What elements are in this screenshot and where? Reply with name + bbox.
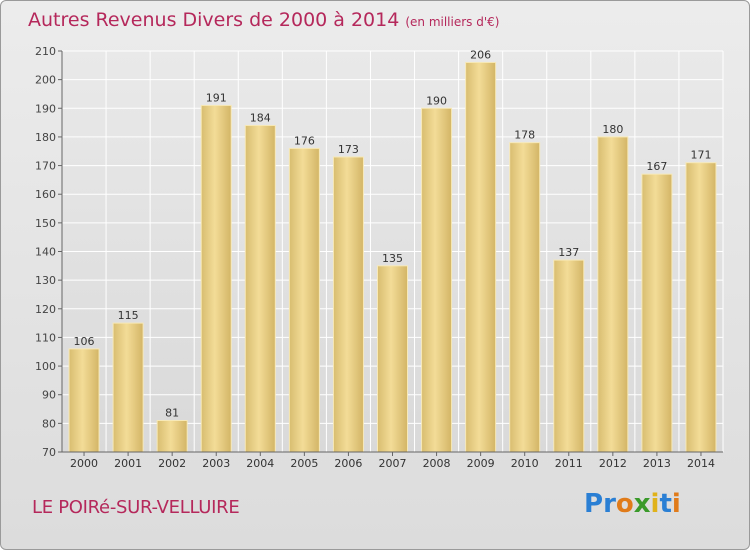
y-tick-label: 120 — [35, 303, 56, 316]
data-label-2008: 190 — [426, 94, 447, 107]
y-tick-label: 160 — [35, 188, 56, 201]
data-label-2007: 135 — [382, 252, 403, 265]
bar-2007 — [377, 265, 408, 453]
x-tick-label-2007: 2007 — [379, 457, 407, 470]
data-label-2014: 171 — [690, 149, 711, 162]
x-tick-label-2008: 2008 — [423, 457, 451, 470]
bar-2014 — [685, 162, 717, 453]
bar-2011 — [553, 259, 585, 453]
bar-2004 — [244, 124, 276, 453]
data-label-2011: 137 — [558, 246, 579, 259]
bar-2000 — [68, 348, 100, 453]
data-label-2000: 106 — [74, 335, 95, 348]
x-tick-label-2006: 2006 — [334, 457, 362, 470]
commune-name: LE POIRé-SUR-VELLUIRE — [32, 497, 240, 518]
bar-2013 — [641, 173, 673, 453]
y-tick-label: 70 — [42, 446, 56, 459]
x-tick-label-2002: 2002 — [158, 457, 186, 470]
chart-subtitle: (en milliers d'€) — [405, 15, 500, 29]
data-label-2003: 191 — [206, 91, 227, 104]
x-tick-label-2004: 2004 — [246, 457, 274, 470]
data-label-2004: 184 — [250, 111, 271, 124]
logo-letter: r — [603, 489, 616, 519]
chart-title: Autres Revenus Divers de 2000 à 2014 (en … — [28, 9, 499, 31]
bar-2006 — [332, 156, 364, 453]
data-label-2002: 81 — [165, 406, 179, 419]
y-tick-label: 130 — [35, 274, 56, 287]
x-tick-label-2011: 2011 — [555, 457, 583, 470]
x-tick-label-2001: 2001 — [114, 457, 142, 470]
logo-letter: o — [615, 489, 634, 519]
y-tick-label: 190 — [35, 102, 56, 115]
chart-title-text: Autres Revenus Divers de 2000 à 2014 — [28, 9, 400, 31]
data-label-2001: 115 — [118, 309, 139, 322]
y-tick-label: 180 — [35, 131, 56, 144]
y-tick-label: 170 — [35, 160, 56, 173]
data-label-2012: 180 — [602, 123, 623, 136]
bar-2012 — [597, 136, 629, 453]
x-tick-label-2003: 2003 — [202, 457, 230, 470]
y-tick-label: 150 — [35, 217, 56, 230]
logo-letter: P — [584, 489, 604, 519]
x-tick-label-2005: 2005 — [290, 457, 318, 470]
bar-2005 — [288, 147, 320, 453]
y-tick-label: 80 — [42, 417, 56, 430]
y-tick-label: 200 — [35, 74, 56, 87]
x-tick-label-2010: 2010 — [511, 457, 539, 470]
data-label-2010: 178 — [514, 129, 535, 142]
proxiti-logo: Proxiti — [584, 489, 681, 519]
bar-2001 — [112, 322, 144, 453]
x-tick-label-2013: 2013 — [643, 457, 671, 470]
bar-2003 — [200, 104, 232, 453]
x-tick-label-2014: 2014 — [687, 457, 715, 470]
data-label-2006: 173 — [338, 143, 359, 156]
x-tick-label-2000: 2000 — [70, 457, 98, 470]
x-tick-label-2009: 2009 — [467, 457, 495, 470]
logo-letter: i — [650, 489, 660, 519]
data-label-2005: 176 — [294, 134, 315, 147]
y-tick-label: 210 — [35, 45, 56, 58]
y-tick-label: 140 — [35, 246, 56, 259]
bar-2009 — [465, 61, 497, 453]
bar-2010 — [509, 142, 541, 453]
data-label-2009: 206 — [470, 48, 491, 61]
x-tick-label-2012: 2012 — [599, 457, 627, 470]
logo-letter: i — [671, 489, 681, 519]
logo-letter: t — [659, 489, 672, 519]
bar-2002 — [156, 419, 188, 453]
y-tick-label: 110 — [35, 331, 56, 344]
y-tick-label: 90 — [42, 389, 56, 402]
logo-letter: x — [633, 489, 651, 519]
data-label-2013: 167 — [646, 160, 667, 173]
y-tick-label: 100 — [35, 360, 56, 373]
bar-2008 — [421, 107, 453, 453]
